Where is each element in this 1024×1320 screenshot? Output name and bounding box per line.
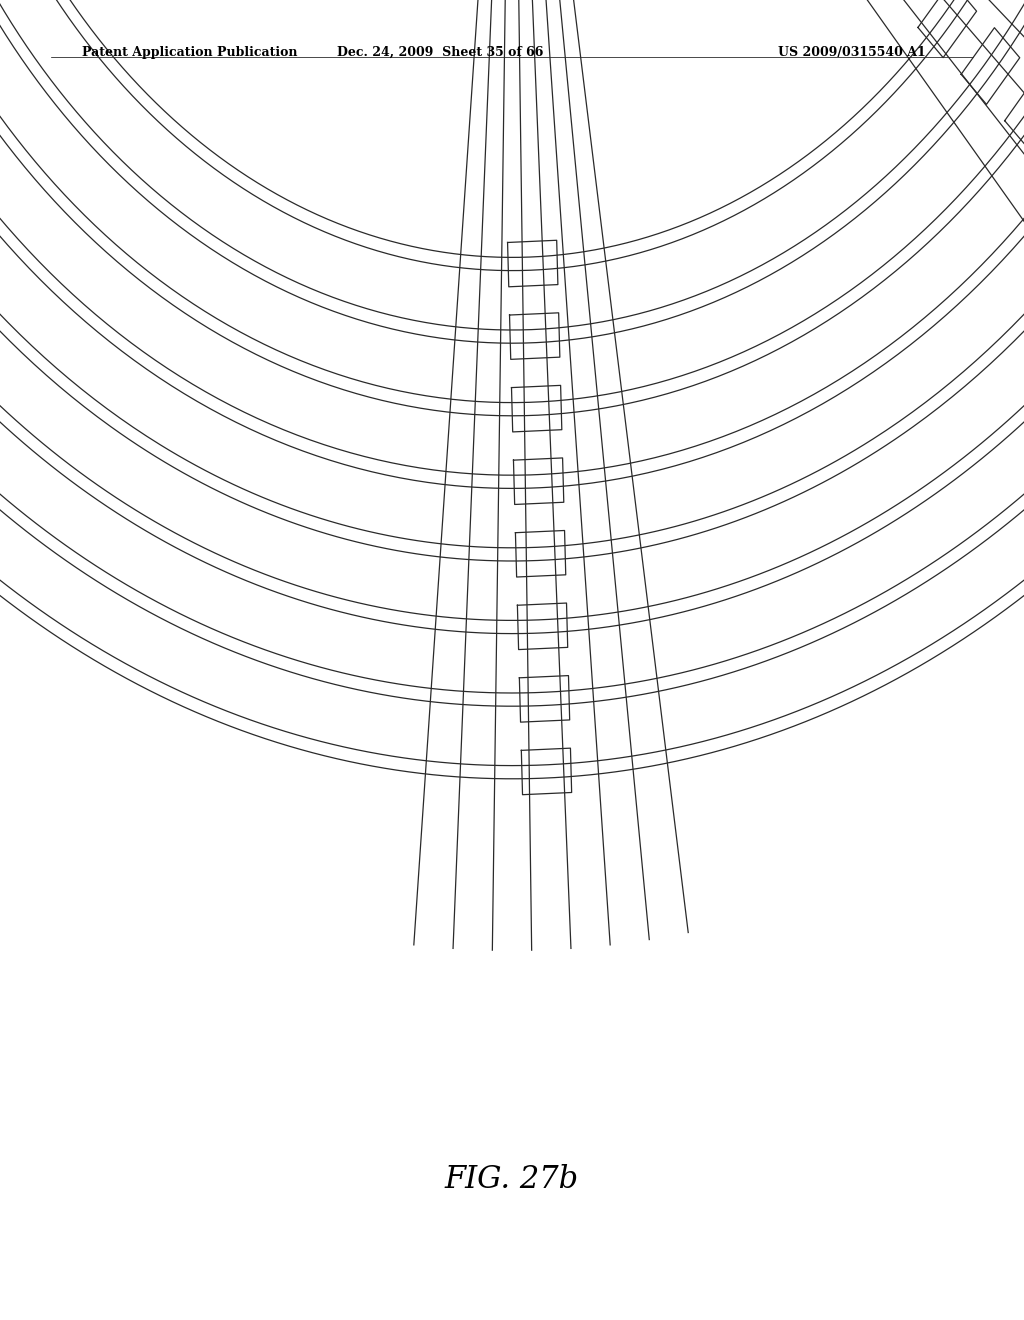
- Text: Dec. 24, 2009  Sheet 35 of 66: Dec. 24, 2009 Sheet 35 of 66: [337, 46, 544, 59]
- Text: Patent Application Publication: Patent Application Publication: [82, 46, 297, 59]
- Text: US 2009/0315540 A1: US 2009/0315540 A1: [778, 46, 926, 59]
- Text: FIG. 27b: FIG. 27b: [445, 1164, 579, 1195]
